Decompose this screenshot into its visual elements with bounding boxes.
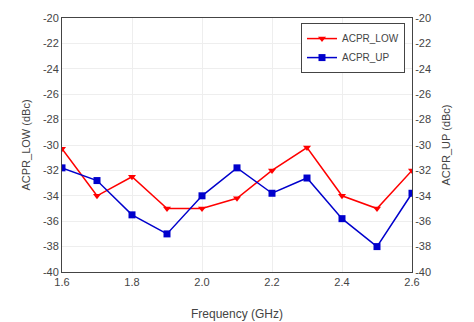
svg-text:-24: -24 (43, 63, 59, 75)
svg-text:-36: -36 (43, 215, 59, 227)
svg-text:-30: -30 (415, 139, 431, 151)
svg-text:-32: -32 (43, 164, 59, 176)
svg-text:-24: -24 (415, 63, 431, 75)
svg-text:-36: -36 (415, 215, 431, 227)
svg-text:2.0: 2.0 (194, 276, 209, 288)
svg-text:Frequency (GHz): Frequency (GHz) (191, 307, 283, 321)
svg-text:-38: -38 (43, 240, 59, 252)
svg-text:-30: -30 (43, 139, 59, 151)
svg-text:-28: -28 (415, 113, 431, 125)
svg-text:-22: -22 (43, 37, 59, 49)
svg-text:-26: -26 (43, 88, 59, 100)
svg-text:ACPR_UP: ACPR_UP (342, 52, 390, 63)
svg-text:1.8: 1.8 (124, 276, 139, 288)
svg-text:-26: -26 (415, 88, 431, 100)
svg-text:-22: -22 (415, 37, 431, 49)
svg-text:-32: -32 (415, 164, 431, 176)
svg-text:-28: -28 (43, 113, 59, 125)
svg-text:2.4: 2.4 (334, 276, 349, 288)
svg-text:ACPR_LOW (dBc): ACPR_LOW (dBc) (20, 99, 32, 190)
svg-text:2.6: 2.6 (404, 276, 419, 288)
svg-text:2.2: 2.2 (264, 276, 279, 288)
svg-text:-40: -40 (415, 266, 431, 278)
svg-text:-40: -40 (43, 266, 59, 278)
svg-text:-34: -34 (43, 190, 59, 202)
svg-text:-38: -38 (415, 240, 431, 252)
svg-text:1.6: 1.6 (54, 276, 69, 288)
svg-text:ACPR_UP (dBc): ACPR_UP (dBc) (440, 104, 452, 185)
svg-text:-20: -20 (415, 12, 431, 24)
svg-text:-34: -34 (415, 190, 431, 202)
svg-text:-20: -20 (43, 12, 59, 24)
svg-text:ACPR_LOW: ACPR_LOW (342, 33, 399, 44)
